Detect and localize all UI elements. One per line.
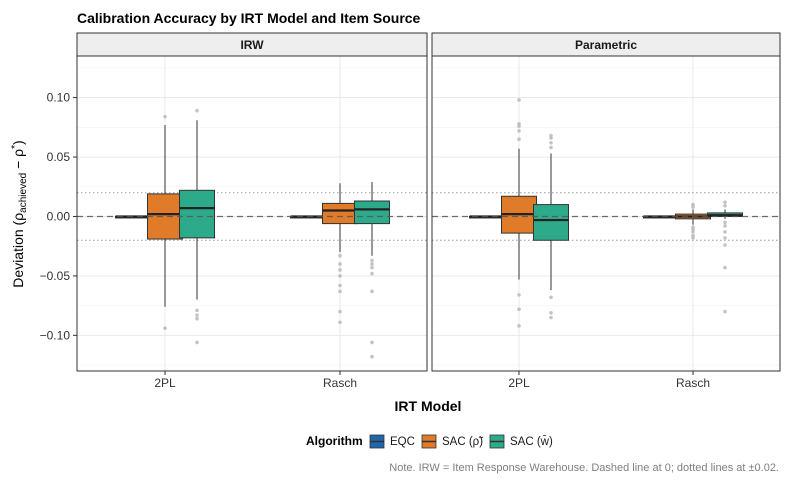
box-parametric-2pl-2: [533, 133, 569, 320]
box-parametric-2pl-1: [501, 98, 537, 328]
outlier-point: [370, 271, 374, 276]
x-axis-ticks: 2PL Rasch 2PL Rasch: [154, 371, 710, 390]
legend-item-sac-rho: SAC (ρ̃): [421, 434, 483, 449]
box-irw-2pl-2: [179, 108, 215, 345]
outlier-point: [517, 98, 521, 102]
facet-label-parametric: Parametric: [575, 38, 637, 52]
outlier-point: [517, 129, 521, 133]
x-axis-title: IRT Model: [395, 398, 462, 414]
legend-label-sac-rho: SAC (ρ̃): [442, 436, 483, 448]
footnote: Note. IRW = Item Response Warehouse. Das…: [389, 462, 779, 474]
y-tick-label: 0.05: [47, 150, 71, 164]
chart-title: Calibration Accuracy by IRT Model and It…: [77, 10, 421, 26]
outlier-point: [723, 243, 727, 247]
x-tick-2pl-irw: 2PL: [154, 376, 176, 390]
outlier-point: [549, 140, 553, 145]
outlier-point: [370, 354, 374, 359]
y-tick-label: −0.10: [40, 328, 71, 342]
outlier-point: [195, 108, 199, 113]
outlier-point: [517, 121, 521, 126]
outlier-point: [338, 320, 342, 325]
box-body: [533, 204, 569, 241]
panel-irw: [76, 55, 428, 372]
y-tick-label: 0.00: [47, 209, 71, 223]
x-tick-rasch-irw: Rasch: [323, 376, 357, 390]
legend-item-eqc: EQC: [369, 434, 415, 449]
outlier-point: [723, 203, 727, 208]
outlier-point: [338, 253, 342, 258]
outlier-point: [549, 133, 553, 138]
box-body: [354, 200, 390, 225]
panel-border-parametric: [431, 55, 781, 372]
box-body: [147, 193, 183, 240]
box-body: [322, 202, 358, 225]
outlier-point: [723, 200, 727, 205]
box-parametric-rasch-2: [707, 200, 743, 314]
legend-item-sac-w: SAC (w̄): [489, 434, 553, 449]
outlier-point: [691, 230, 695, 234]
outlier-point: [723, 265, 727, 270]
box-body: [179, 189, 215, 239]
outlier-point: [549, 145, 553, 150]
outlier-point: [517, 324, 521, 328]
outlier-point: [370, 258, 374, 263]
outlier-point: [195, 308, 199, 313]
outlier-point: [723, 236, 727, 240]
outlier-point: [517, 307, 521, 311]
outlier-point: [691, 202, 695, 207]
outlier-point: [195, 316, 199, 321]
legend: Algorithm EQC SAC (ρ̃) SAC (w̄): [306, 434, 553, 449]
outlier-point: [370, 262, 374, 266]
outlier-point: [549, 310, 553, 315]
x-tick-2pl-parametric: 2PL: [508, 376, 530, 390]
outlier-point: [370, 340, 374, 345]
y-tick-label: 0.10: [47, 91, 71, 105]
y-axis-title: Deviation (ρachieved − ρ*): [10, 140, 29, 287]
outlier-point: [691, 236, 695, 240]
outlier-point: [723, 224, 727, 228]
outlier-point: [338, 309, 342, 314]
outlier-point: [163, 114, 167, 119]
outlier-point: [338, 268, 342, 272]
box-irw-rasch-2: [354, 182, 390, 359]
legend-label-eqc: EQC: [390, 436, 415, 448]
box-irw-rasch-1: [322, 183, 358, 325]
outlier-point: [517, 137, 521, 142]
outlier-point: [163, 326, 167, 331]
outlier-point: [723, 230, 727, 234]
panel-border-irw: [76, 55, 428, 372]
outlier-point: [195, 340, 199, 345]
y-axis-ticks: −0.10 −0.05 0.00 0.05 0.10: [40, 91, 77, 342]
outlier-point: [517, 293, 521, 297]
outlier-point: [338, 274, 342, 278]
legend-label-sac-w: SAC (w̄): [510, 435, 553, 448]
outlier-point: [723, 309, 727, 314]
facet-label-irw: IRW: [240, 38, 264, 52]
panel-parametric: [431, 55, 781, 372]
outlier-point: [338, 283, 342, 288]
facet-strip-parametric: Parametric: [431, 32, 781, 57]
outlier-point: [549, 295, 553, 300]
outlier-point: [723, 220, 727, 225]
outlier-point: [549, 315, 553, 320]
outlier-point: [370, 289, 374, 294]
outlier-point: [338, 289, 342, 294]
outlier-point: [195, 313, 199, 317]
facet-strip-irw: IRW: [76, 32, 428, 57]
x-tick-rasch-parametric: Rasch: [676, 376, 710, 390]
legend-title: Algorithm: [306, 434, 363, 448]
outlier-point: [370, 265, 374, 270]
y-tick-label: −0.05: [40, 269, 71, 283]
box-irw-2pl-1: [147, 114, 183, 331]
outlier-point: [338, 262, 342, 266]
